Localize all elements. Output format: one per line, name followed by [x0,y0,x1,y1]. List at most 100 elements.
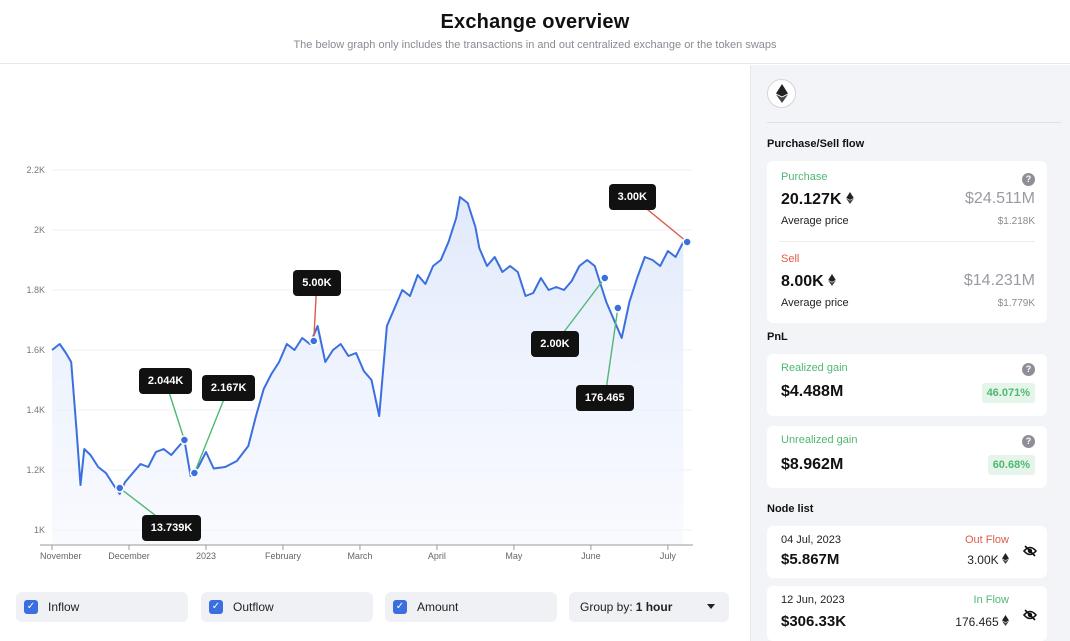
node-flow-label: Out Flow [964,534,1009,546]
price-chart[interactable]: 1K 1.2K 1.4K 1.6K 1.8K 2K 2.2K November December… [0,65,749,641]
realized-gain-percent: 46.071% [981,383,1035,403]
node-amount-value: 3.00K [967,553,999,567]
flow-marker [179,435,190,445]
y-tick-label: 2K [34,225,45,235]
purchase-usd: $24.511M [965,190,1035,207]
ethereum-token-icon[interactable] [767,79,796,108]
y-tick-label: 1K [34,525,45,535]
node-amount: 3.00K [967,553,1009,567]
purchase-label: Purchase [781,171,828,183]
x-tick-label: November [40,551,82,561]
purchase-amount: 20.127K [781,191,854,209]
eth-icon [846,192,854,204]
purchase-amount-value: 20.127K [781,191,842,208]
flow-marker [114,483,125,493]
eth-icon [1002,553,1009,564]
marker-tooltip: 5.00K [293,270,341,296]
realized-gain-label: Realized gain [781,362,848,374]
chart-controls: ✓ Inflow ✓ Outflow ✓ Amount Group by: 1 … [16,592,729,622]
group-by-select[interactable]: Group by: 1 hour [569,592,729,622]
purchase-avg-value: $1.218K [997,216,1035,227]
x-tick-label: March [347,551,372,561]
flow-marker [189,468,200,478]
flow-marker [613,303,623,313]
inflow-toggle[interactable]: ✓ Inflow [16,592,188,622]
sell-amount-value: 8.00K [781,273,824,290]
unrealized-gain-percent: 60.68% [987,455,1035,475]
purchase-avg-label: Average price [781,215,849,227]
sell-label: Sell [781,253,800,265]
node-item[interactable]: 12 Jun, 2023 In Flow $306.33K 176.465 [767,586,1047,641]
node-item[interactable]: 04 Jul, 2023 Out Flow $5.867M 3.00K [767,526,1047,578]
amount-toggle[interactable]: ✓ Amount [385,592,557,622]
marker-tooltip: 2.044K [138,368,193,394]
x-tick-label: 2023 [196,551,216,561]
eth-icon [828,274,836,286]
realized-gain-value: $4.488M [781,383,844,400]
side-panel: Purchase/Sell flow Purchase ? 20.127K $2… [750,65,1070,641]
amount-label: Amount [417,600,459,614]
unrealized-gain-card: Unrealized gain ? $8.962M 60.68% [767,426,1047,488]
y-tick-label: 2.2K [26,165,45,175]
node-date: 12 Jun, 2023 [781,594,845,606]
eye-off-icon[interactable] [1022,544,1038,562]
unrealized-gain-value: $8.962M [781,456,844,473]
group-by-prefix: Group by: [580,600,633,614]
help-icon[interactable]: ? [1022,363,1035,376]
marker-tooltip: 2.167K [201,375,256,401]
help-icon[interactable]: ? [1022,173,1035,186]
x-tick-label: May [505,551,523,561]
marker-tooltip: 13.739K [141,515,202,541]
flow-marker [600,273,610,283]
marker-connector [604,307,619,399]
node-list-title: Node list [767,503,814,515]
y-tick-label: 1.4K [26,405,45,415]
sell-amount: 8.00K [781,273,836,291]
group-by-value: 1 hour [635,600,673,614]
node-amount-value: 176.465 [955,615,999,629]
sell-usd: $14.231M [963,272,1035,289]
checkbox-checked-icon[interactable]: ✓ [209,600,223,614]
eye-off-icon[interactable] [1022,608,1038,626]
marker-tooltip: 176.465 [575,385,634,411]
help-icon[interactable]: ? [1022,435,1035,448]
checkbox-checked-icon[interactable]: ✓ [393,600,407,614]
x-tick-label: June [581,551,601,561]
marker-tooltip: 2.00K [531,331,579,357]
chevron-down-icon [707,604,715,609]
outflow-label: Outflow [233,600,274,614]
page-title: Exchange overview [440,11,630,33]
node-date: 04 Jul, 2023 [781,534,841,546]
pnl-title: PnL [767,331,788,343]
x-tick-label: July [660,551,677,561]
marker-connector [193,387,230,474]
page-subtitle: The below graph only includes the transa… [293,39,777,51]
purchase-sell-card: Purchase ? 20.127K $24.511M Average pric… [767,161,1047,323]
y-tick-label: 1.2K [26,465,45,475]
chart-area[interactable]: 1K 1.2K 1.4K 1.6K 1.8K 2K 2.2K November December… [0,65,749,641]
divider [767,122,1061,123]
series-line [51,196,685,495]
x-tick-label: February [265,551,302,561]
realized-gain-card: Realized gain ? $4.488M 46.071% [767,354,1047,416]
purchase-sell-title: Purchase/Sell flow [767,138,865,150]
sell-avg-label: Average price [781,297,849,309]
inflow-label: Inflow [48,600,80,614]
y-tick-label: 1.6K [26,345,45,355]
outflow-toggle[interactable]: ✓ Outflow [201,592,373,622]
node-usd: $306.33K [781,613,847,630]
sell-avg-value: $1.779K [997,298,1035,309]
page-header: Exchange overview The below graph only i… [0,0,1070,64]
x-tick-label: April [428,551,446,561]
y-tick-label: 1.8K [26,285,45,295]
unrealized-gain-label: Unrealized gain [781,434,858,446]
flow-marker [309,336,319,346]
eth-icon [1002,615,1009,626]
series-area [52,197,684,545]
divider [779,241,1035,242]
flow-marker [682,237,692,247]
node-usd: $5.867M [781,551,840,568]
marker-tooltip: 3.00K [608,184,656,210]
checkbox-checked-icon[interactable]: ✓ [24,600,38,614]
x-tick-label: December [108,551,150,561]
